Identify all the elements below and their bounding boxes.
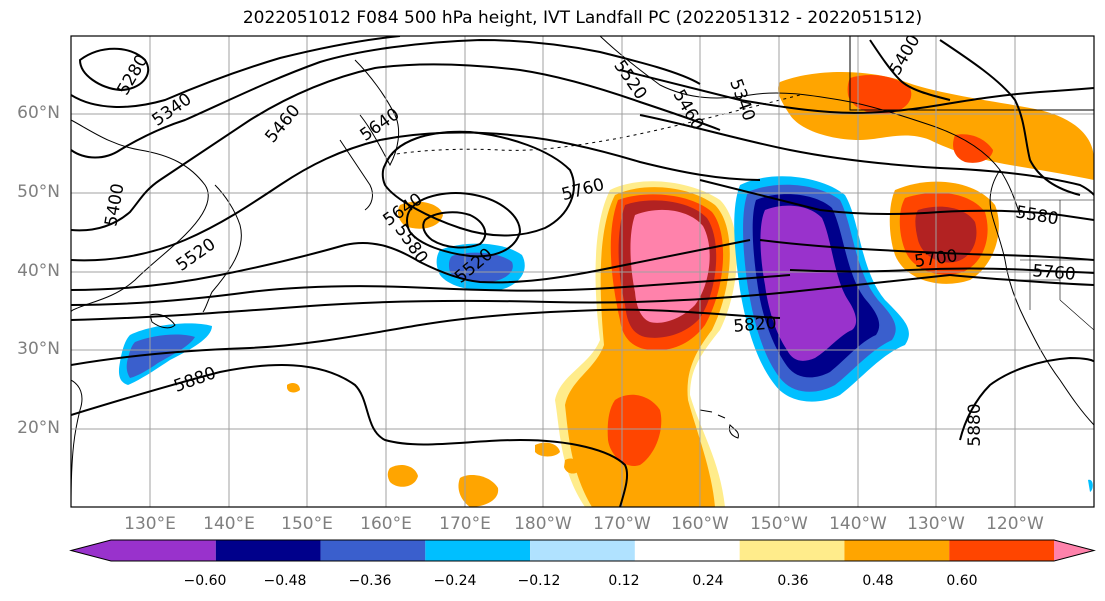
contour-label-text: 5820	[733, 313, 778, 337]
colorbar-tick-label: 0.24	[692, 573, 724, 589]
gridlines	[71, 36, 1094, 507]
colorbar-tick-label: −0.12	[517, 573, 561, 589]
lon-label: 120°W	[986, 514, 1044, 534]
colorbar-tick-label: 0.12	[608, 573, 640, 589]
lat-label: 20°N	[17, 418, 60, 438]
contour-label: 5760	[1032, 261, 1077, 285]
lon-label: 130°E	[124, 514, 176, 534]
colorbar-segment	[425, 540, 531, 561]
contour-label-text: 5760	[1032, 261, 1077, 285]
colorbar-tick-label: 0.36	[777, 573, 809, 589]
lon-label: 150°W	[750, 514, 808, 534]
colorbar-segment	[530, 540, 635, 561]
contour-label: 5820	[733, 313, 778, 337]
ivt-positive-shading	[287, 71, 1094, 507]
colorbar-tick-label: −0.36	[348, 573, 392, 589]
colorbar-segment	[844, 540, 950, 561]
lat-label: 40°N	[17, 261, 60, 281]
colorbar-tick-label: 0.48	[862, 573, 894, 589]
colorbar-segment	[949, 540, 1054, 561]
lon-label: 160°E	[360, 514, 412, 534]
lat-label: 50°N	[17, 182, 60, 202]
contour-label: 5880	[965, 403, 985, 446]
lon-label: 150°E	[281, 514, 333, 534]
map-title: 2022051012 F084 500 hPa height, IVT Land…	[242, 8, 923, 28]
map-frame	[70, 35, 1095, 508]
colorbar-segment	[739, 540, 845, 561]
colorbar-tick-label: −0.24	[433, 573, 477, 589]
lon-label: 140°E	[203, 514, 255, 534]
lat-label: 30°N	[17, 339, 60, 359]
colorbar-tick-label: 0.60	[946, 573, 978, 589]
colorbar-segment	[320, 540, 426, 561]
contour-label-text: 5880	[965, 403, 985, 446]
lon-label: 140°W	[829, 514, 887, 534]
lon-label: 170°E	[439, 514, 491, 534]
colorbar	[69, 539, 1096, 562]
lon-label: 180°W	[514, 514, 572, 534]
colorbar-segment	[71, 540, 216, 561]
colorbar-segment	[634, 540, 740, 561]
lon-label: 160°W	[671, 514, 729, 534]
colorbar-tick-label: −0.48	[263, 573, 307, 589]
lon-label: 170°W	[593, 514, 651, 534]
colorbar-segment	[1054, 540, 1094, 561]
lat-label: 60°N	[17, 103, 60, 123]
lon-label: 130°W	[907, 514, 965, 534]
colorbar-tick-label: −0.60	[183, 573, 227, 589]
height-contours	[71, 36, 1094, 507]
colorbar-segment	[215, 540, 321, 561]
